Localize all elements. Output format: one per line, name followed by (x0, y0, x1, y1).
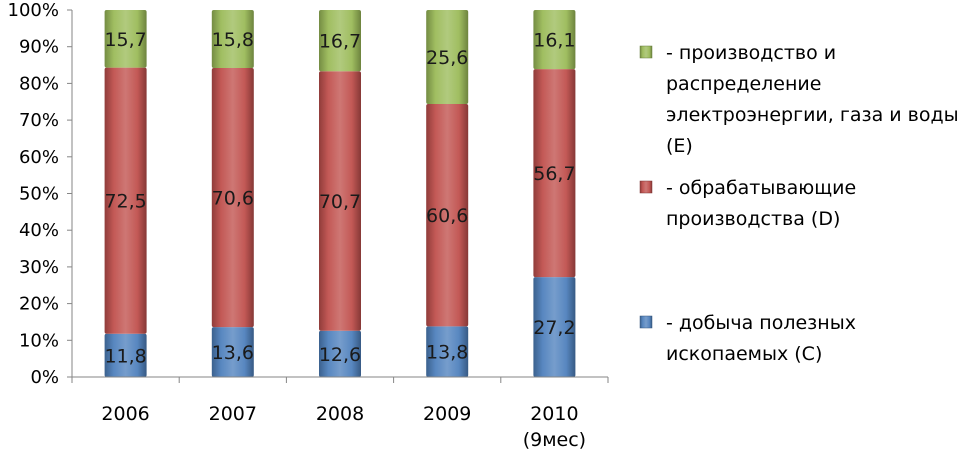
y-tick-label: 100% (8, 0, 59, 21)
legend-marker-1 (639, 180, 653, 194)
legend-label-0: - добыча полезных ископаемых (С) (666, 312, 856, 365)
data-label-1-3: 60,6 (426, 205, 468, 227)
data-label-0-2: 12,6 (319, 344, 361, 366)
bar-segment-0-1 (211, 327, 254, 377)
bars-layer: 11,8 72,5 15,7 13,6 70,6 15,8 12,6 70,7 16,7 13,8… (104, 10, 576, 377)
data-label-2-0: 15,7 (104, 29, 146, 51)
x-category-label: 2008 (316, 403, 364, 425)
y-tick-label: 0% (30, 367, 59, 388)
y-tick-label: 80% (19, 73, 59, 94)
data-label-1-2: 70,7 (319, 191, 361, 213)
bar-segment-1-4 (533, 69, 576, 278)
bar-segment-2-3 (426, 10, 469, 104)
y-tick-label: 20% (19, 294, 59, 315)
data-label-2-1: 15,8 (212, 29, 254, 51)
data-label-0-1: 13,6 (212, 342, 254, 364)
data-label-2-3: 25,6 (426, 47, 468, 69)
legend-marker-0 (639, 315, 653, 329)
y-tick-label: 90% (19, 37, 59, 58)
legend-marker-2 (639, 45, 653, 59)
bar-segment-2-0 (104, 10, 147, 68)
bar-segment-0-2 (319, 330, 361, 377)
legend-label-1: - обрабатывающие производства (D) (666, 177, 856, 230)
data-label-2-4: 16,1 (533, 30, 575, 52)
bar-segment-1-1 (211, 67, 254, 328)
bar-segment-1-2 (319, 71, 361, 331)
data-label-1-0: 72,5 (104, 191, 146, 213)
y-tick-label: 60% (19, 147, 59, 168)
x-category-label: 2009 (423, 403, 471, 425)
x-category-label: 2007 (209, 403, 257, 425)
bar-segment-2-4 (533, 10, 576, 70)
legend: - производство и распределение электроэнер… (639, 42, 959, 365)
bar-segment-0-0 (104, 333, 147, 377)
bar-segment-2-2 (319, 10, 361, 72)
x-category-label: 2006 (101, 403, 149, 425)
bar-segment-0-3 (426, 326, 469, 377)
data-label-0-0: 11,8 (104, 345, 146, 367)
bar-segment-1-3 (426, 103, 469, 327)
bar-segment-0-4 (533, 277, 576, 377)
bar-segment-1-0 (104, 67, 147, 334)
bar-segment-2-1 (211, 10, 254, 68)
y-tick-label: 50% (19, 184, 59, 205)
data-label-0-3: 13,8 (426, 342, 468, 364)
y-tick-label: 30% (19, 257, 59, 278)
data-label-1-4: 56,7 (533, 163, 575, 185)
x-category-label: 2010 (9мес) (523, 403, 586, 451)
legend-label-2: - производство и распределение электроэнер… (666, 42, 959, 157)
data-label-2-2: 16,7 (319, 31, 361, 53)
data-label-1-1: 70,6 (212, 188, 254, 210)
axis-layer: 0% 10% 20% 30% 40% 50% 60% 70% 80% 90% 100% 2006 200… (8, 0, 609, 451)
y-tick-label: 70% (19, 110, 59, 131)
y-tick-label: 40% (19, 220, 59, 241)
y-tick-label: 10% (19, 330, 59, 351)
data-label-0-4: 27,2 (533, 317, 575, 339)
